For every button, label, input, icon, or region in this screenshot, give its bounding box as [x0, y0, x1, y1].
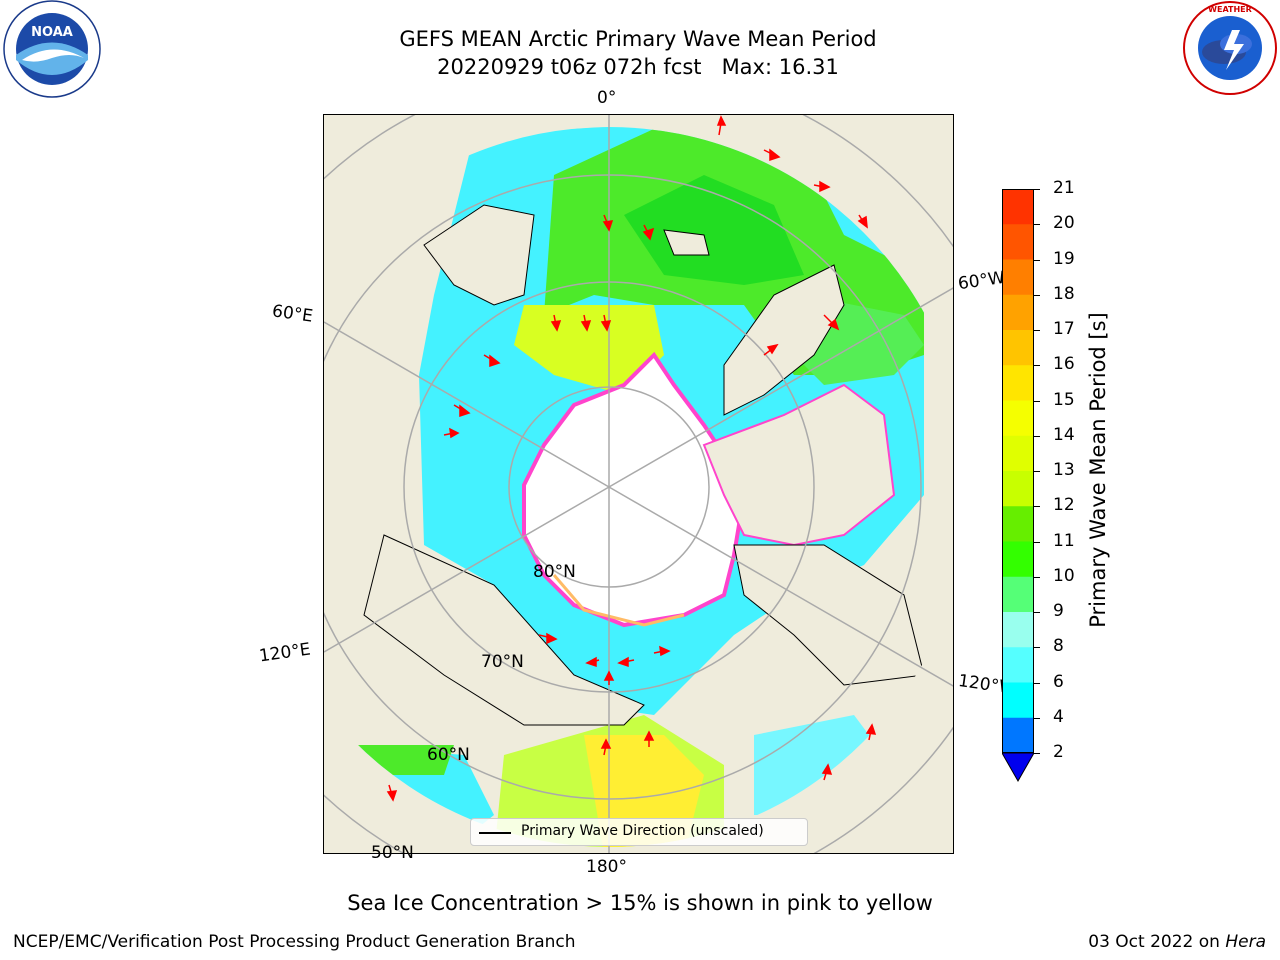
- colorbar-tick: [1034, 259, 1040, 261]
- colorbar-tick-label: 12: [1053, 495, 1075, 516]
- colorbar-tick-label: 18: [1053, 283, 1075, 304]
- colorbar-tick: [1034, 506, 1040, 508]
- colorbar-tick-label: 6: [1053, 671, 1064, 692]
- legend-label: Primary Wave Direction (unscaled): [521, 823, 764, 839]
- colorbar-tick-label: 8: [1053, 636, 1064, 657]
- colorbar-tick: [1034, 647, 1040, 649]
- sea-ice-region: [522, 351, 747, 628]
- colorbar-segment: [1002, 576, 1034, 613]
- colorbar-segment: [1002, 647, 1034, 683]
- colorbar-tick-label: 10: [1053, 565, 1075, 586]
- noaa-logo-text: NOAA: [31, 25, 73, 40]
- colorbar-segment: [1002, 224, 1034, 260]
- lon-label-60w: 60°W: [956, 267, 1007, 295]
- colorbar-segment: [1002, 612, 1034, 648]
- colorbar-tick: [1034, 294, 1040, 296]
- colorbar-segment: [1002, 189, 1034, 225]
- lon-label-120e: 120°E: [257, 639, 312, 667]
- lat-label-70n: 70°N: [481, 652, 524, 672]
- colorbar-segment: [1002, 365, 1034, 401]
- svg-text:WEATHER: WEATHER: [1208, 5, 1252, 14]
- colorbar-title: Primary Wave Mean Period [s]: [1086, 312, 1110, 628]
- footer-date-text: 03 Oct 2022 on: [1088, 932, 1226, 952]
- colorbar-tick-label: 11: [1053, 530, 1075, 551]
- colorbar-tick: [1034, 576, 1040, 578]
- chart-title-line2: 20220929 t06z 072h fcst Max: 16.31: [437, 55, 839, 79]
- colorbar-tick: [1034, 224, 1040, 226]
- colorbar-tick-label: 19: [1053, 248, 1075, 269]
- colorbar-segment: [1002, 435, 1034, 472]
- colorbar-tick: [1034, 717, 1040, 719]
- noaa-logo: NOAA: [0, 0, 106, 100]
- lat-label-50n: 50°N: [371, 843, 414, 863]
- lon-label-0: 0°: [597, 88, 617, 108]
- colorbar-segment: [1002, 471, 1034, 507]
- colorbar-segment: [1002, 682, 1034, 719]
- colorbar-tick-label: 16: [1053, 354, 1075, 375]
- chart-title-line1: GEFS MEAN Arctic Primary Wave Mean Perio…: [399, 27, 877, 51]
- wave-zone-yellow: [514, 305, 664, 395]
- map-svg: [324, 115, 953, 853]
- colorbar-segment: [1002, 294, 1034, 331]
- colorbar-tick: [1034, 435, 1040, 437]
- arctic-map: [323, 114, 954, 854]
- colorbar-tick-label: 21: [1053, 178, 1075, 198]
- colorbar-tick: [1034, 330, 1040, 331]
- colorbar-segment: [1002, 506, 1034, 542]
- footer-host: Hera: [1225, 932, 1266, 952]
- colorbar-tick: [1034, 682, 1040, 684]
- colorbar-tick-label: 14: [1053, 424, 1075, 445]
- colorbar-tick-label: 15: [1053, 389, 1075, 410]
- colorbar-segment: [1002, 717, 1034, 754]
- lon-label-60e: 60°E: [270, 301, 315, 327]
- colorbar-segment: [1002, 400, 1034, 437]
- colorbar-tick-label: 13: [1053, 460, 1075, 480]
- colorbar-tick-label: 17: [1053, 319, 1075, 339]
- wave-direction-arrows: [386, 115, 877, 802]
- footer-date: 03 Oct 2022 on Hera: [1088, 932, 1266, 952]
- lat-label-60n: 60°N: [427, 745, 470, 765]
- graticule: [324, 115, 953, 853]
- colorbar-tick-label: 20: [1053, 213, 1075, 234]
- colorbar-tick: [1034, 365, 1040, 367]
- lat-label-80n: 80°N: [533, 562, 576, 582]
- colorbar-tick: [1034, 612, 1040, 613]
- colorbar-segment: [1002, 330, 1034, 366]
- colorbar-tick: [1034, 400, 1040, 402]
- footer-branch: NCEP/EMC/Verification Post Processing Pr…: [13, 932, 576, 952]
- colorbar-tick: [1034, 471, 1040, 472]
- nws-logo: WEATHER: [1178, 0, 1280, 100]
- greenland-landmass: [723, 264, 845, 416]
- legend-line-sample: [479, 832, 511, 834]
- colorbar-tick: [1034, 189, 1040, 190]
- colorbar: [1001, 189, 1035, 783]
- lon-label-180: 180°: [586, 857, 627, 877]
- sea-ice-caption: Sea Ice Concentration > 15% is shown in …: [347, 891, 933, 915]
- colorbar-segment: [1002, 259, 1034, 296]
- colorbar-tick-labels: 21 20 19 18 17 16 15 14 13 12 11 10 9 8 6 4 2: [1034, 0, 1084, 960]
- colorbar-segment: [1002, 541, 1034, 578]
- map-legend: Primary Wave Direction (unscaled): [470, 818, 808, 846]
- colorbar-tick-label: 2: [1053, 742, 1064, 762]
- colorbar-tick-label: 4: [1053, 706, 1064, 727]
- colorbar-tick: [1034, 753, 1040, 754]
- colorbar-tick-label: 9: [1053, 601, 1064, 621]
- colorbar-extend-triangle: [1001, 752, 1035, 783]
- colorbar-tick: [1034, 541, 1040, 543]
